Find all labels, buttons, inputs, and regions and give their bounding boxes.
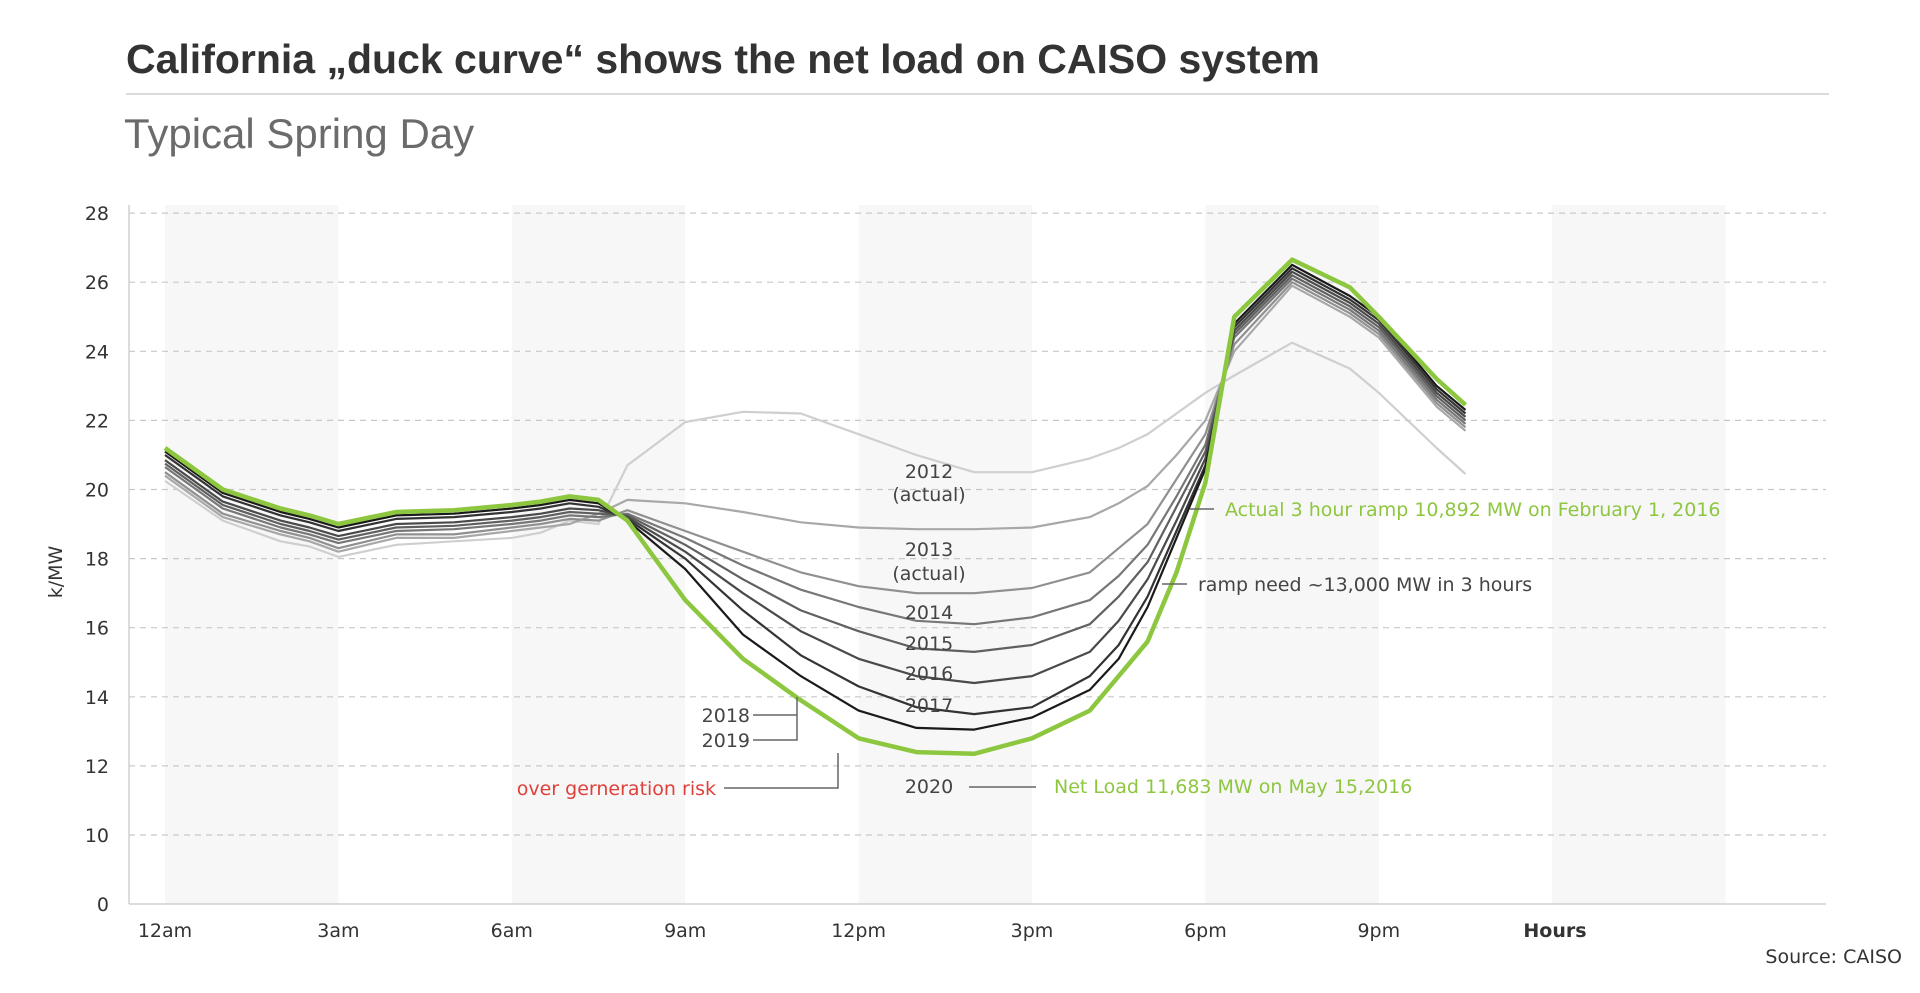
y-tick-label: 26 (85, 272, 109, 294)
series-line-2018 (164, 267, 1467, 716)
series-line-2016 (164, 274, 1467, 654)
y-tick-label: 12 (85, 756, 109, 778)
label-2017: 2017 (905, 695, 953, 717)
label-ramp-need: ramp need ~13,000 MW in 3 hours (1198, 574, 1532, 596)
x-tick-label: 9pm (1357, 920, 1400, 942)
x-tick-label: 12pm (831, 920, 886, 942)
label-2013: 2013 (905, 539, 953, 561)
y-tick-label: 10 (85, 825, 109, 847)
x-tick-label: 9am (664, 920, 706, 942)
leader-over-generation (724, 753, 839, 789)
label-2012-actual: (actual) (892, 484, 965, 506)
series-line-2017 (164, 270, 1467, 685)
label-2019: 2019 (702, 730, 750, 752)
x-tick-label: 12am (138, 920, 192, 942)
annotations: 2012 (actual) 2013 (actual) 2014 2015 20… (517, 461, 1721, 800)
chart-title: California „duck curve“ shows the net lo… (126, 36, 1320, 82)
x-axis-label: Hours (1523, 920, 1586, 942)
series-line-2013 (164, 284, 1467, 553)
shaded-band (165, 205, 339, 904)
gridlines (129, 212, 1826, 836)
label-2014: 2014 (905, 602, 953, 624)
label-2012: 2012 (905, 461, 953, 483)
series-line-2015 (164, 277, 1467, 626)
x-tick-label: 3am (317, 920, 359, 942)
y-tick-label: 28 (85, 203, 109, 225)
series-line-2012 (164, 341, 1467, 559)
y-tick-label: 16 (85, 618, 109, 640)
y-tick-label: 14 (85, 687, 109, 709)
label-2018: 2018 (702, 705, 750, 727)
label-net-load: Net Load 11,683 MW on May 15,2016 (1054, 776, 1412, 798)
label-2013-actual: (actual) (892, 563, 965, 585)
label-2020: 2020 (905, 776, 953, 798)
y-tick-label: 24 (85, 341, 109, 363)
y-tick-labels: 28 26 24 22 20 18 16 14 12 10 0 (85, 203, 109, 916)
series-line-2020 (163, 257, 1468, 757)
shaded-band (1552, 205, 1726, 904)
axes (128, 205, 1826, 905)
label-2016: 2016 (905, 663, 953, 685)
y-tick-label: 18 (85, 549, 109, 571)
source-note: Source: CAISO (1765, 946, 1902, 968)
shaded-band (511, 205, 686, 904)
leader-2019 (753, 697, 798, 741)
chart-subtitle: Typical Spring Day (124, 110, 474, 157)
y-tick-label: 20 (85, 480, 109, 502)
label-over-generation-risk: over gerneration risk (517, 778, 716, 800)
series-line-2014 (164, 281, 1467, 595)
y-axis-label: k/MW (45, 545, 67, 598)
x-tick-label: 6pm (1184, 920, 1227, 942)
shaded-band (1205, 205, 1379, 904)
x-tick-label: 3pm (1011, 920, 1054, 942)
label-actual-ramp: Actual 3 hour ramp 10,892 MW on February… (1225, 499, 1721, 521)
label-2015: 2015 (905, 633, 953, 655)
series-line-2019 (164, 263, 1467, 731)
series-lines (163, 257, 1468, 757)
y-tick-label: 0 (97, 894, 109, 916)
x-tick-labels: 12am 3am 6am 9am 12pm 3pm 6pm 9pm (138, 920, 1400, 942)
x-tick-label: 6am (491, 920, 533, 942)
y-tick-label: 22 (85, 410, 109, 432)
